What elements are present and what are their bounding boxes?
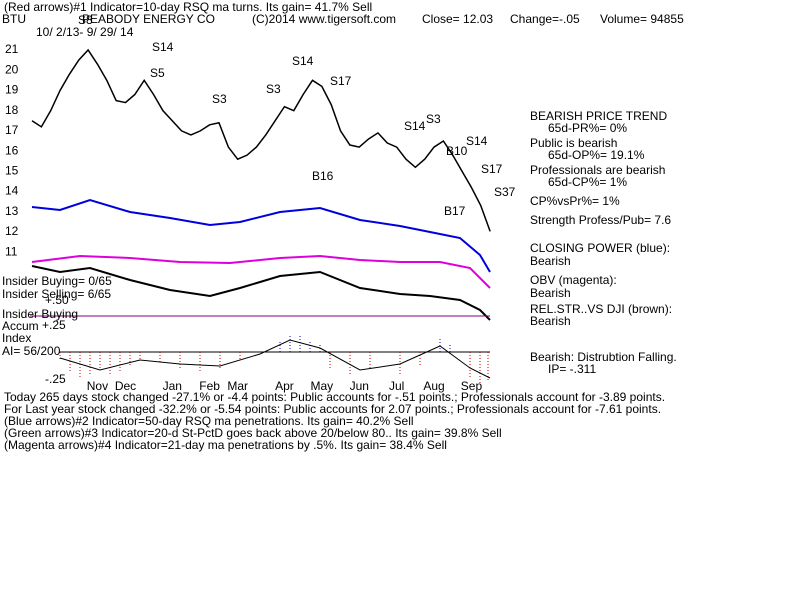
obv-line xyxy=(31,254,491,289)
signal-label: B17 xyxy=(444,204,466,218)
price-line xyxy=(31,48,491,232)
x-tick-label: Sep xyxy=(461,379,483,393)
right-panel-text: IP= -.311 xyxy=(548,362,596,376)
right-panel-text: Bearish xyxy=(530,314,571,328)
right-panel-text: OBV (magenta): xyxy=(530,273,617,287)
volume: Volume= 94855 xyxy=(600,12,684,26)
closing-power-line xyxy=(31,198,491,273)
footer-text: (Magenta arrows)#4 Indicator=21-day ma p… xyxy=(4,438,447,452)
y-tick-label: 17 xyxy=(5,123,19,137)
x-tick-label: Dec xyxy=(115,379,136,393)
footer-text: Today 265 days stock changed -27.1% or -… xyxy=(4,390,665,404)
header: (Red arrows)#1 Indicator=10-day RSQ ma t… xyxy=(4,0,372,14)
left-panel-text: +.25 xyxy=(42,318,66,332)
right-panel-text: Public is bearish xyxy=(530,136,617,150)
x-tick-label: Jun xyxy=(350,379,369,393)
signal-label: S5 xyxy=(150,66,165,80)
right-panel-text: Bearish xyxy=(530,286,571,300)
x-tick-label: Aug xyxy=(423,379,444,393)
x-tick-label: Nov xyxy=(87,379,108,393)
left-panel-text: AI= 56/200 xyxy=(2,344,61,358)
signal-label: S37 xyxy=(494,185,516,199)
close: Close= 12.03 xyxy=(422,12,493,26)
right-panel-text: BEARISH PRICE TREND xyxy=(530,109,667,123)
left-panel-text: Insider Selling= 6/65 xyxy=(2,287,111,301)
signal-label: S14 xyxy=(404,119,426,133)
x-tick-label: Jan xyxy=(163,379,182,393)
change: Change=-.05 xyxy=(510,12,580,26)
right-panel-text: 65d-CP%= 1% xyxy=(548,175,627,189)
x-tick-label: Mar xyxy=(227,379,248,393)
y-tick-label: 20 xyxy=(5,62,19,76)
right-panel-text: Strength Profess/Pub= 7.6 xyxy=(530,213,671,227)
right-panel-text: CLOSING POWER (blue): xyxy=(530,241,670,255)
y-tick-label: 11 xyxy=(5,244,18,258)
chart-title: PEABODY ENERGY CO xyxy=(82,12,215,26)
y-tick-label: 16 xyxy=(5,143,19,157)
left-panel-text: Accum xyxy=(2,319,39,333)
signal-label: S3 xyxy=(212,92,227,106)
signal-label: S17 xyxy=(330,74,352,88)
accum-red-area xyxy=(59,352,489,384)
signal-label: S14 xyxy=(152,40,174,54)
footer-text: For Last year stock changed -32.2% or -5… xyxy=(4,402,661,416)
y-tick-label: 15 xyxy=(5,163,19,177)
signal-label: S3 xyxy=(266,82,281,96)
left-panel-text: Insider Buying xyxy=(2,307,78,321)
x-tick-label: Apr xyxy=(275,379,294,393)
signal-label: S3 xyxy=(426,112,441,126)
y-tick-label: 18 xyxy=(5,103,19,117)
x-tick-label: May xyxy=(311,379,334,393)
left-panel-text: +.50 xyxy=(45,293,69,307)
right-panel-text: Professionals are bearish xyxy=(530,163,665,177)
right-panel-text: Bearish xyxy=(530,254,571,268)
copyright: (C)2014 www.tigersoft.com xyxy=(252,12,396,26)
right-panel-text: 65d-OP%= 19.1% xyxy=(548,148,645,162)
date-range: 10/ 2/13- 9/ 29/ 14 xyxy=(36,25,134,39)
right-panel-text: REL.STR..VS DJI (brown): xyxy=(530,302,672,316)
left-panel-text: Insider Buying= 0/65 xyxy=(2,274,112,288)
right-panel-text: Bearish: Distrubtion Falling. xyxy=(530,350,677,364)
signal-label: B10 xyxy=(446,144,468,158)
accum-line xyxy=(59,339,491,379)
x-tick-label: Feb xyxy=(199,379,220,393)
y-tick-label: 13 xyxy=(5,204,19,218)
y-tick-label: 19 xyxy=(5,83,19,97)
right-panel-text: 65d-PR%= 0% xyxy=(548,121,627,135)
signal-label: S14 xyxy=(466,134,488,148)
left-panel-text: -.25 xyxy=(45,372,66,386)
right-panel-text: CP%vsPr%= 1% xyxy=(530,194,620,208)
left-panel-text: Index xyxy=(2,331,31,345)
y-tick-label: 12 xyxy=(5,224,19,238)
rel-str-line xyxy=(31,265,491,321)
ticker: BTU xyxy=(2,12,26,26)
footer-text: (Green arrows)#3 Indicator=20-d St-PctD … xyxy=(4,426,502,440)
signal-label: S14 xyxy=(292,54,314,68)
x-tick-label: Jul xyxy=(389,379,404,393)
signal-label: B16 xyxy=(312,169,334,183)
signal-label: S17 xyxy=(481,162,503,176)
y-tick-label: 14 xyxy=(5,184,19,198)
y-tick-label: 21 xyxy=(5,42,19,56)
footer-text: (Blue arrows)#2 Indicator=50-day RSQ ma … xyxy=(4,414,414,428)
signal-label: S8 xyxy=(78,13,93,27)
